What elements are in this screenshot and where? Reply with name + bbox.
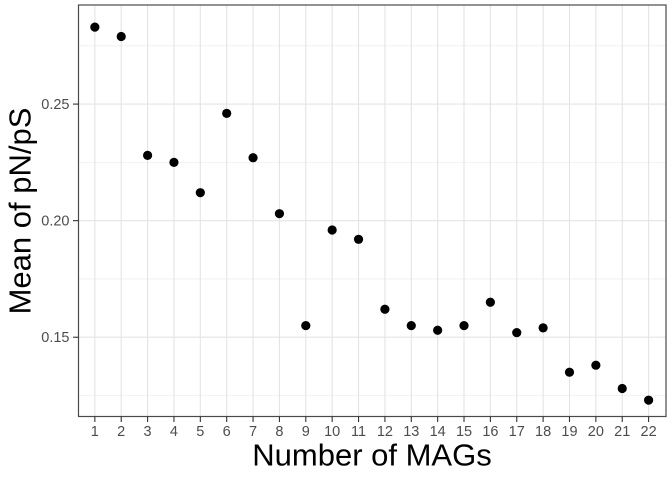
x-tick-label: 22	[641, 424, 657, 440]
y-tick-label: 0.20	[41, 214, 69, 230]
x-tick-label: 18	[535, 424, 551, 440]
data-point	[222, 108, 232, 119]
data-point	[301, 320, 311, 331]
x-tick-label: 4	[170, 424, 178, 440]
x-tick-label: 9	[302, 424, 310, 440]
x-tick-label: 1	[91, 424, 99, 440]
y-tick-label: 0.15	[41, 330, 69, 346]
data-point	[353, 234, 364, 244]
x-tick-label: 13	[403, 424, 419, 440]
data-point	[169, 157, 179, 167]
data-point	[512, 327, 522, 338]
data-point	[538, 323, 548, 333]
x-tick-label: 2	[117, 424, 125, 440]
data-point	[643, 395, 654, 405]
x-tick-label: 10	[324, 424, 340, 440]
data-point	[195, 188, 205, 198]
data-point	[617, 383, 627, 394]
x-tick-label: 8	[275, 424, 283, 440]
data-point	[380, 304, 390, 314]
data-point	[90, 22, 100, 32]
y-axis-title: Mean of pN/pS	[2, 107, 38, 315]
x-tick-label: 15	[456, 424, 472, 440]
data-point	[459, 320, 469, 331]
x-tick-label: 17	[509, 424, 525, 440]
data-point	[142, 150, 153, 160]
x-tick-label: 5	[196, 424, 204, 440]
data-point	[406, 320, 416, 331]
data-point	[248, 153, 258, 163]
x-tick-label: 3	[144, 424, 152, 440]
data-point	[564, 367, 575, 377]
data-point	[327, 225, 337, 235]
x-tick-label: 19	[561, 424, 577, 440]
x-tick-label: 16	[482, 424, 498, 440]
x-tick-label: 7	[249, 424, 257, 440]
data-point	[433, 325, 443, 335]
panel-border	[77, 4, 667, 418]
data-point	[274, 209, 285, 219]
x-tick-label: 21	[614, 424, 630, 440]
data-point	[485, 297, 495, 307]
x-tick-label: 20	[588, 424, 604, 440]
x-tick-label: 6	[223, 424, 231, 440]
y-tick-label: 0.25	[41, 97, 69, 113]
x-tick-label: 14	[430, 424, 446, 440]
data-point	[591, 360, 601, 370]
panel-background	[78, 5, 666, 417]
x-axis-title: Number of MAGs	[252, 437, 492, 473]
x-tick-label: 11	[351, 424, 366, 440]
data-point	[116, 31, 126, 42]
x-tick-label: 12	[377, 424, 393, 440]
